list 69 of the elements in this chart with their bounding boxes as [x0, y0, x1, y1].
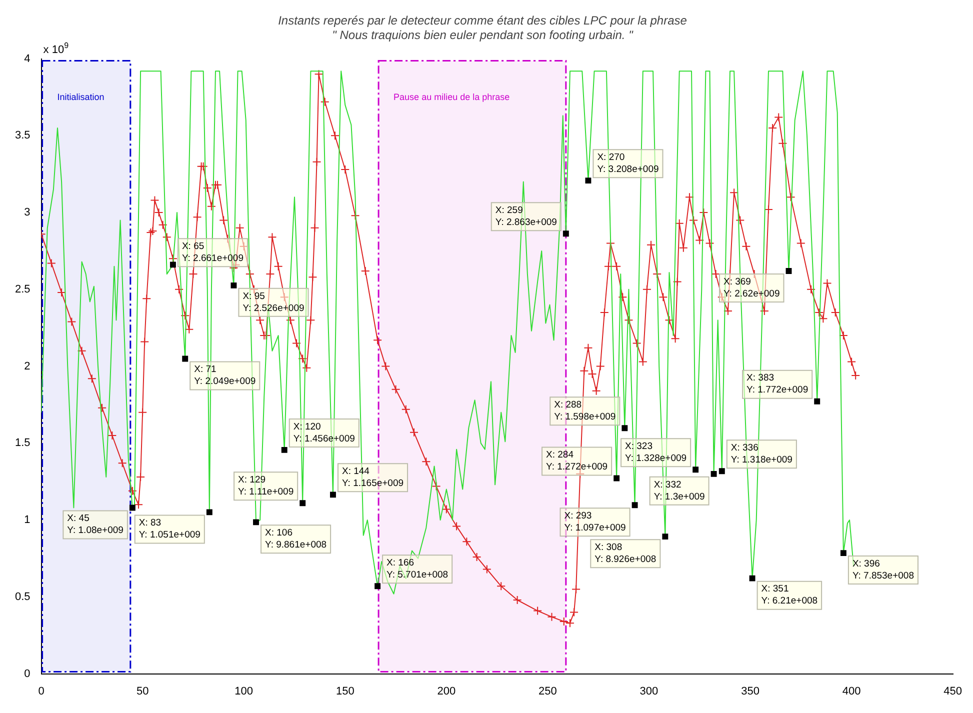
- x-tick-label: 450: [944, 685, 962, 698]
- band-label: Pause au milieu de la phrase: [394, 92, 510, 102]
- annotation: X: 323 Y: 1.328e+009: [625, 440, 687, 464]
- point: [692, 466, 699, 473]
- annotation: X: 166 Y: 5.701e+008: [386, 558, 448, 581]
- annotation: X: 83 Y: 1.051e+009: [138, 518, 200, 541]
- y-tick-label: 1: [24, 514, 30, 526]
- point: [230, 282, 237, 288]
- point: [281, 446, 288, 453]
- point: [749, 575, 756, 582]
- point: [253, 519, 259, 526]
- point: [330, 492, 336, 498]
- y-tick-label: 0.5: [14, 590, 30, 603]
- x-tick-label: 150: [336, 685, 354, 698]
- x-tick-label: 350: [741, 685, 760, 698]
- annotation: X: 308 Y: 8.926e+008: [594, 542, 656, 565]
- annotation: X: 288 Y: 1.598e+009: [554, 399, 616, 422]
- y-tick-label: 3: [24, 206, 30, 219]
- chart-title: Instants reperés par le detecteur comme étant des cibles LPC pour la phrase: [278, 14, 688, 28]
- x-tick-label: 50: [136, 685, 149, 698]
- y-tick-label: 2: [24, 360, 30, 372]
- annotation: X: 351 Y: 6.21e+008: [761, 584, 818, 607]
- annotation: X: 65 Y: 2.661e+009: [182, 241, 244, 264]
- annotation: X: 95 Y: 2.526e+009: [242, 290, 304, 314]
- y-tick-label: 0: [24, 668, 30, 680]
- point: [562, 230, 569, 237]
- point: [840, 550, 846, 556]
- annotation: X: 106 Y: 9.861e+008: [265, 528, 327, 551]
- x-tick-label: 100: [234, 685, 254, 698]
- annotation: X: 71 Y: 2.049e+009: [194, 364, 256, 388]
- x-tick-label: 400: [842, 685, 861, 698]
- point: [585, 178, 592, 184]
- x-tick-label: 0: [38, 685, 44, 698]
- point: [374, 583, 381, 590]
- annotation: X: 332 Y: 1.3e+009: [654, 479, 705, 502]
- point: [710, 470, 717, 477]
- point: [786, 268, 792, 274]
- annotation: X: 259 Y: 2.863e+009: [495, 204, 557, 228]
- point: [632, 502, 638, 508]
- point: [300, 500, 306, 506]
- x-tick-label: 250: [538, 685, 557, 698]
- point: [814, 398, 820, 404]
- point: [662, 534, 668, 540]
- band-label: Initialisation: [57, 92, 104, 102]
- y-tick-label: 2.5: [14, 283, 30, 296]
- chart-subtitle: " Nous traquions bien euler pendant son footing urbain. ": [332, 28, 634, 42]
- annotation: X: 383 Y: 1.772e+009: [746, 372, 808, 396]
- annotation: X: 45 Y: 1.08e+009: [67, 513, 124, 536]
- point: [182, 356, 188, 362]
- y-tick-label: 1.5: [14, 437, 30, 450]
- point: [206, 509, 212, 516]
- annotation: X: 284 Y: 1.272e+009: [546, 450, 608, 473]
- annotation: X: 144 Y: 1.165e+009: [342, 466, 404, 490]
- x-tick-label: 300: [640, 685, 658, 698]
- annotation: X: 129 Y: 1.11e+009: [238, 474, 294, 498]
- annotation: X: 120 Y: 1.456e+009: [293, 421, 355, 444]
- point: [718, 468, 725, 474]
- point: [622, 425, 628, 432]
- y-tick-label: 4: [24, 52, 30, 65]
- annotation: X: 396 Y: 7.853e+008: [852, 558, 914, 582]
- annotation: X: 336 Y: 1.318e+009: [730, 442, 792, 466]
- annotation: X: 293 Y: 1.097e+009: [564, 510, 626, 534]
- point: [170, 262, 176, 268]
- annotation: X: 270 Y: 3.208e+009: [597, 152, 659, 175]
- x-tick-label: 200: [437, 685, 456, 698]
- point: [614, 475, 620, 482]
- annotation: X: 369 Y: 2.62e+009: [723, 276, 780, 300]
- y-tick-label: 3.5: [14, 130, 30, 142]
- point: [129, 504, 136, 511]
